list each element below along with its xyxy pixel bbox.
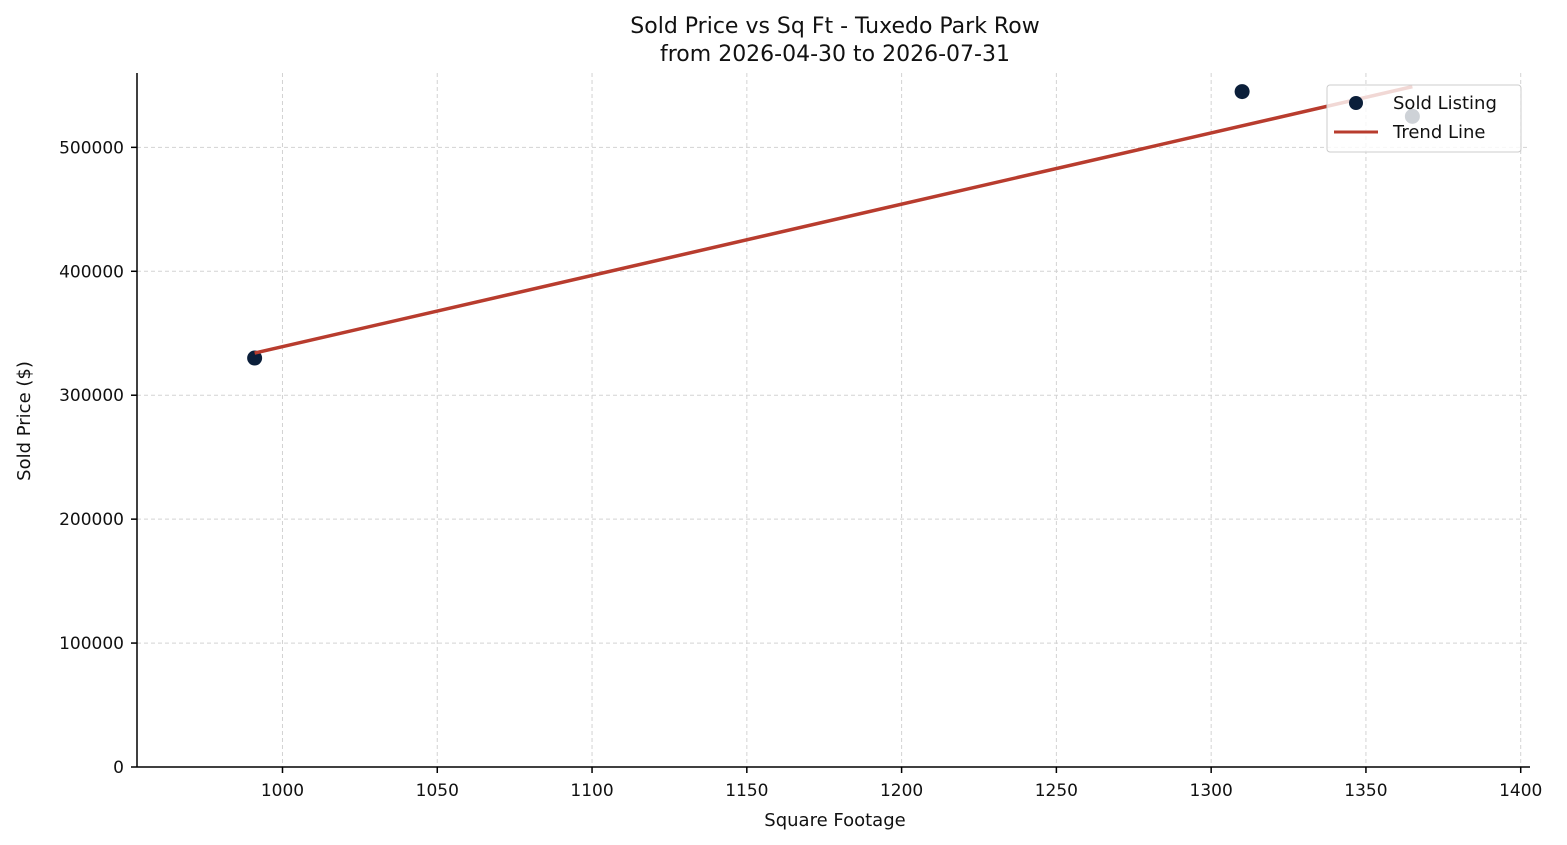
trend-line — [254, 84, 1413, 355]
x-axis-label: Square Footage — [764, 810, 905, 831]
y-axis-label: Sold Price ($) — [14, 361, 35, 481]
y-tick-label: 500000 — [59, 138, 124, 158]
x-tick-label: 1150 — [725, 781, 768, 801]
x-tick-label: 1400 — [1499, 781, 1542, 801]
legend: Sold Listing Trend Line — [1326, 84, 1522, 153]
scatter-point — [247, 350, 263, 366]
x-tick-label: 1200 — [880, 781, 923, 801]
x-tick-label: 1050 — [416, 781, 459, 801]
x-ticks: 1000 1050 1100 1150 1200 1250 1300 1350 1400 — [261, 767, 1542, 801]
legend-label-trend-line: Trend Line — [1392, 122, 1486, 143]
trend-layer — [254, 84, 1413, 355]
y-tick-label: 0 — [113, 758, 124, 778]
y-tick-label: 400000 — [59, 262, 124, 282]
y-tick-label: 200000 — [59, 510, 124, 530]
legend-box — [1326, 84, 1522, 153]
grid-layer — [137, 73, 1530, 767]
y-tick-label: 300000 — [59, 386, 124, 406]
legend-label-sold-listing: Sold Listing — [1393, 93, 1497, 114]
axis-layer — [136, 73, 1530, 768]
chart-subtitle: from 2026-04-30 to 2026-07-31 — [660, 42, 1010, 67]
x-tick-label: 1100 — [570, 781, 613, 801]
y-ticks: 0 100000 200000 300000 400000 500000 — [59, 138, 137, 778]
x-tick-label: 1250 — [1035, 781, 1078, 801]
legend-marker-sold-listing — [1349, 96, 1363, 110]
x-tick-label: 1300 — [1190, 781, 1233, 801]
scatter-point — [1234, 84, 1250, 100]
x-tick-label: 1000 — [261, 781, 304, 801]
y-tick-label: 100000 — [59, 634, 124, 654]
chart-title: Sold Price vs Sq Ft - Tuxedo Park Row — [630, 14, 1039, 39]
x-tick-label: 1350 — [1344, 781, 1387, 801]
